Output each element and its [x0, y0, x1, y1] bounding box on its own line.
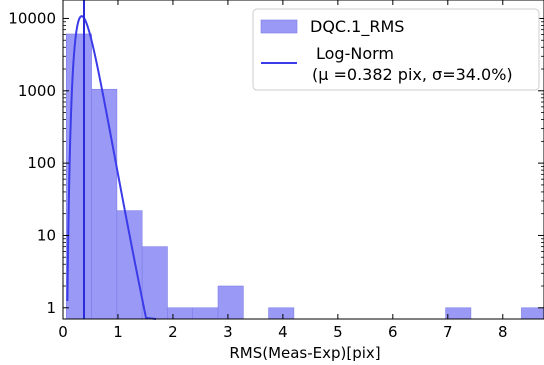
y-axis: 1 10 100 1000 10000: [8, 9, 544, 317]
x-tick-label: 0: [58, 323, 68, 341]
histogram-bar: [65, 33, 92, 320]
histogram-bar: [167, 307, 194, 320]
legend-label-lognorm-params: (μ =0.382 pix, σ=34.0%): [312, 65, 513, 84]
y-tick-label: 10000: [8, 9, 56, 27]
y-tick-label: 1: [46, 299, 56, 317]
x-tick-label: 7: [443, 323, 453, 341]
legend-box: [252, 8, 540, 91]
histogram-bar: [141, 246, 168, 320]
x-tick-label: 2: [168, 323, 178, 341]
x-tick-label: 5: [333, 323, 343, 341]
histogram-bar: [91, 88, 118, 320]
histogram-bar: [116, 210, 143, 320]
plot-frame: [62, 0, 544, 320]
lognorm-fit-curve: [66, 15, 157, 320]
legend-label-histogram: DQC.1_RMS: [310, 17, 404, 37]
x-tick-label: 6: [388, 323, 398, 341]
y-tick-label: 1000: [18, 82, 56, 100]
histogram-bar: [268, 307, 295, 320]
x-axis: 0 1 2 3 4 5 6 7 8: [58, 0, 508, 341]
x-tick-label: 8: [498, 323, 508, 341]
x-tick-label: 1: [113, 323, 123, 341]
histogram-bars: [65, 33, 544, 320]
legend-label-lognorm: Log-Norm: [316, 44, 394, 63]
x-tick-label: 3: [223, 323, 233, 341]
legend-swatch-histogram: [260, 19, 298, 34]
y-tick-label: 10: [37, 226, 56, 244]
histogram-bar: [192, 307, 219, 320]
histogram-bar: [445, 307, 472, 320]
legend: DQC.1_RMS Log-Norm (μ =0.382 pix, σ=34.0…: [252, 8, 540, 91]
x-tick-label: 4: [278, 323, 288, 341]
y-tick-label: 100: [27, 154, 56, 172]
histogram-bar: [217, 285, 244, 320]
x-axis-title: RMS(Meas-Exp)[pix]: [229, 344, 380, 362]
histogram-bar: [521, 307, 544, 320]
